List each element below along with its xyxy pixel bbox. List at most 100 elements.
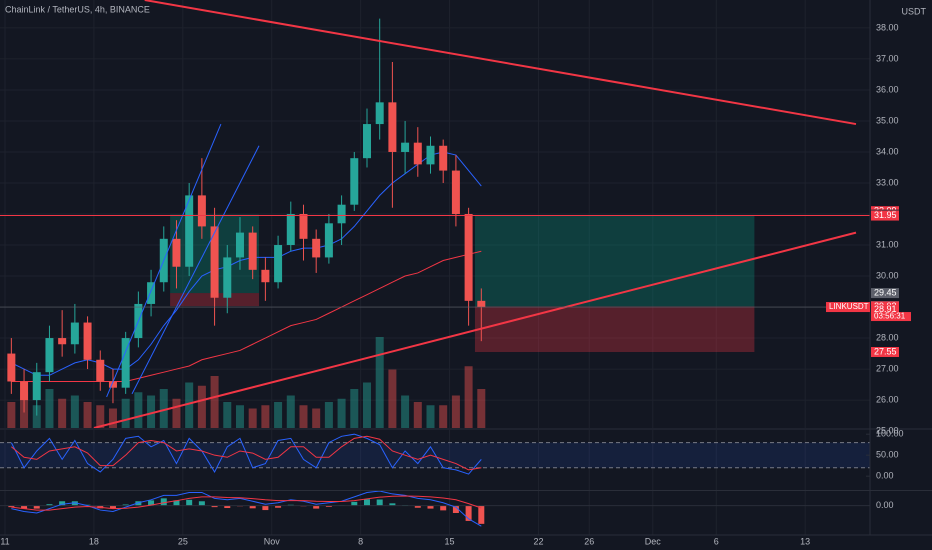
candle-body: [96, 359, 105, 382]
macd-line: [11, 495, 482, 511]
macd-histogram-bar: [109, 505, 116, 509]
legend-title: ChainLink / TetherUS, 4h, BINANCE: [5, 4, 150, 14]
volume-bar: [172, 398, 181, 428]
y-tick-label: 35.00: [876, 115, 899, 125]
volume-bar: [147, 395, 156, 428]
candle-body: [451, 170, 460, 214]
macd-histogram-bar: [160, 498, 167, 506]
macd-histogram-bar: [8, 505, 15, 508]
stoch-line: [11, 435, 482, 471]
currency: USDT: [902, 6, 927, 16]
macd-tick-label: 0.00: [876, 500, 894, 510]
volume-bar: [108, 408, 117, 428]
candle-body: [32, 372, 41, 401]
macd-histogram-bar: [186, 499, 193, 506]
y-tick-label: 38.00: [876, 22, 899, 32]
macd-histogram-bar: [148, 500, 155, 506]
x-tick-label: Nov: [264, 536, 281, 546]
volume-bar: [96, 405, 105, 428]
candle-body: [375, 102, 384, 125]
y-tick-label: 36.00: [876, 84, 899, 94]
stoch-line: [10, 433, 482, 475]
x-tick-label: 6: [714, 536, 719, 546]
symbol-label: LINKUSDT: [829, 302, 869, 311]
y-tick-label: 26.00: [876, 394, 899, 404]
candle-body: [388, 102, 397, 152]
volume-bar: [451, 395, 460, 428]
macd-histogram-bar: [262, 505, 269, 511]
macd-histogram-bar: [33, 505, 40, 509]
price-tag-label: 29.45: [874, 287, 897, 297]
candle-body: [58, 338, 67, 345]
volume-bar: [32, 405, 41, 428]
volume-bar: [426, 405, 435, 428]
volume-bar: [439, 405, 448, 428]
candle-body: [20, 381, 29, 401]
candle-body: [108, 381, 117, 388]
volume-bar: [58, 398, 67, 428]
candle-body: [185, 195, 194, 267]
price-tag-label: 31.95: [874, 210, 897, 220]
candle-body: [464, 214, 473, 301]
volume-bar: [121, 398, 130, 428]
target-zone: [474, 215, 755, 307]
candle-body: [261, 269, 270, 283]
volume-bar: [312, 408, 321, 428]
countdown-tag: [871, 312, 911, 322]
volume-bar: [185, 382, 194, 428]
macd-histogram-bar: [224, 505, 231, 509]
y-tick-label: 25.00: [876, 425, 899, 435]
candle-body: [439, 145, 448, 171]
volume-bar: [477, 389, 486, 428]
candle-body: [477, 300, 486, 308]
volume-bar: [401, 395, 410, 428]
candle-body: [401, 142, 410, 152]
macd-histogram-bar: [198, 501, 205, 506]
volume-bar: [362, 382, 371, 428]
macd-histogram-bar: [440, 505, 447, 511]
volume-bar: [235, 405, 244, 428]
macd-histogram-bar: [427, 505, 434, 509]
candle-body: [70, 322, 79, 345]
macd-histogram-bar: [478, 505, 485, 524]
stoch-tick-label: 100.00: [876, 429, 904, 439]
countdown: 03:56:31: [874, 312, 906, 321]
x-tick-label: 13: [800, 536, 810, 546]
macd-histogram-bar: [71, 501, 78, 506]
y-tick-label: 28.00: [876, 332, 899, 342]
x-tick-label: 26: [584, 536, 594, 546]
x-tick-label: 15: [445, 536, 455, 546]
macd-histogram-bar: [135, 501, 142, 506]
volume-bar: [337, 398, 346, 428]
volume-bar: [70, 395, 79, 428]
candle-body: [197, 195, 206, 227]
moving-average: [11, 151, 482, 376]
volume-bar: [210, 376, 219, 428]
symbol-tag: [826, 302, 870, 313]
price-tag: [871, 304, 899, 315]
volume-bar: [350, 389, 359, 428]
macd-histogram-bar: [21, 505, 28, 509]
volume-bar: [324, 402, 333, 428]
candle-body: [362, 124, 371, 159]
y-tick-label: 31.00: [876, 239, 899, 249]
price-tag: [871, 210, 899, 221]
trendline: [144, 0, 857, 126]
volume-bar: [197, 385, 206, 428]
price-tag: [871, 288, 899, 299]
candle-body: [45, 338, 54, 373]
trendline: [106, 123, 222, 398]
macd-histogram-bar: [325, 505, 332, 507]
macd-histogram-bar: [275, 505, 282, 508]
macd-histogram-bar: [173, 500, 180, 506]
candle-body: [324, 223, 333, 258]
stoch-tick-label: 50.00: [876, 450, 899, 460]
x-tick-label: 25: [178, 536, 188, 546]
volume-bar: [375, 337, 384, 428]
macd-histogram-bar: [211, 505, 218, 508]
volume-bar: [45, 389, 54, 428]
candle-body: [235, 232, 244, 258]
macd-histogram-bar: [363, 499, 370, 506]
macd-histogram-bar: [452, 505, 459, 513]
